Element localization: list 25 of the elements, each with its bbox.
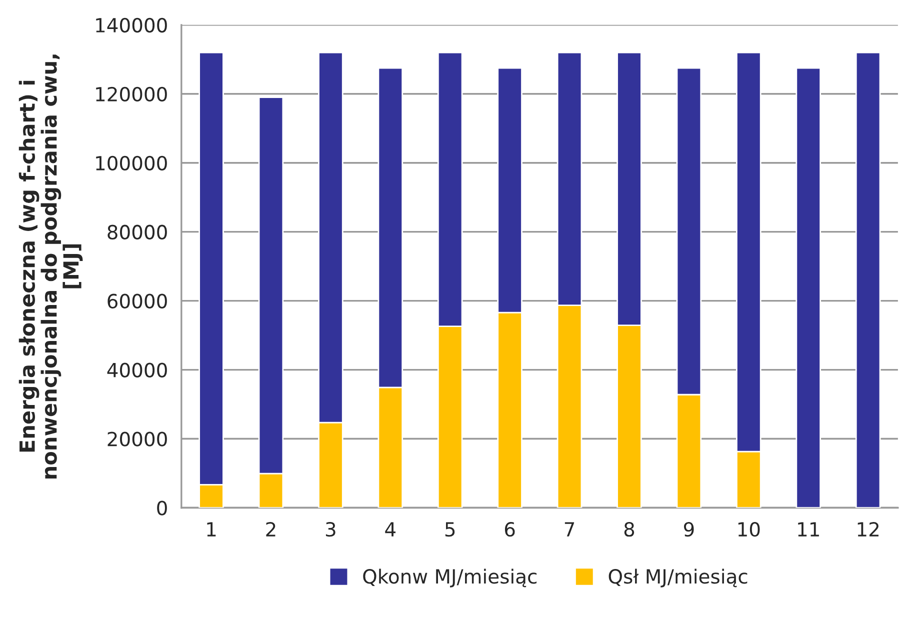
x-tick-label: 5: [445, 522, 455, 537]
y-tick-label: 40000: [107, 362, 167, 378]
x-tick-label: 6: [504, 522, 515, 537]
y-tick-label: 0: [157, 500, 167, 516]
x-tick-label: 1: [207, 522, 216, 536]
x-tick-label: 2: [266, 522, 276, 536]
x-tick-label: 8: [624, 522, 634, 537]
x-tick-label: 9: [684, 522, 694, 537]
y-axis-title: Energia słoneczna (wg f-chart) i nonwencjonalna do podgrzania cwu, [MJ]: [18, 54, 83, 478]
bar: [796, 67, 821, 508]
y-tick-label: 140000: [96, 18, 167, 33]
x-tick-label: 10: [738, 522, 760, 537]
y-tick-label: 100000: [96, 156, 167, 171]
x-tick-label: 3: [326, 522, 336, 537]
x-tick-label: 12: [858, 522, 878, 536]
bar: [855, 52, 881, 508]
legend-label: Qkonw MJ/miesiąc: [363, 568, 537, 588]
x-tick-label: 11: [798, 522, 819, 536]
x-tick-label: 7: [564, 522, 574, 536]
y-tick-label: 60000: [108, 294, 167, 308]
legend-label: Qsł MJ/miesiąc: [608, 568, 748, 588]
y-tick-label: 20000: [108, 432, 167, 446]
x-tick-label: 4: [385, 522, 396, 536]
y-tick-label: 80000: [108, 224, 167, 240]
y-tick-label: 120000: [96, 86, 167, 102]
